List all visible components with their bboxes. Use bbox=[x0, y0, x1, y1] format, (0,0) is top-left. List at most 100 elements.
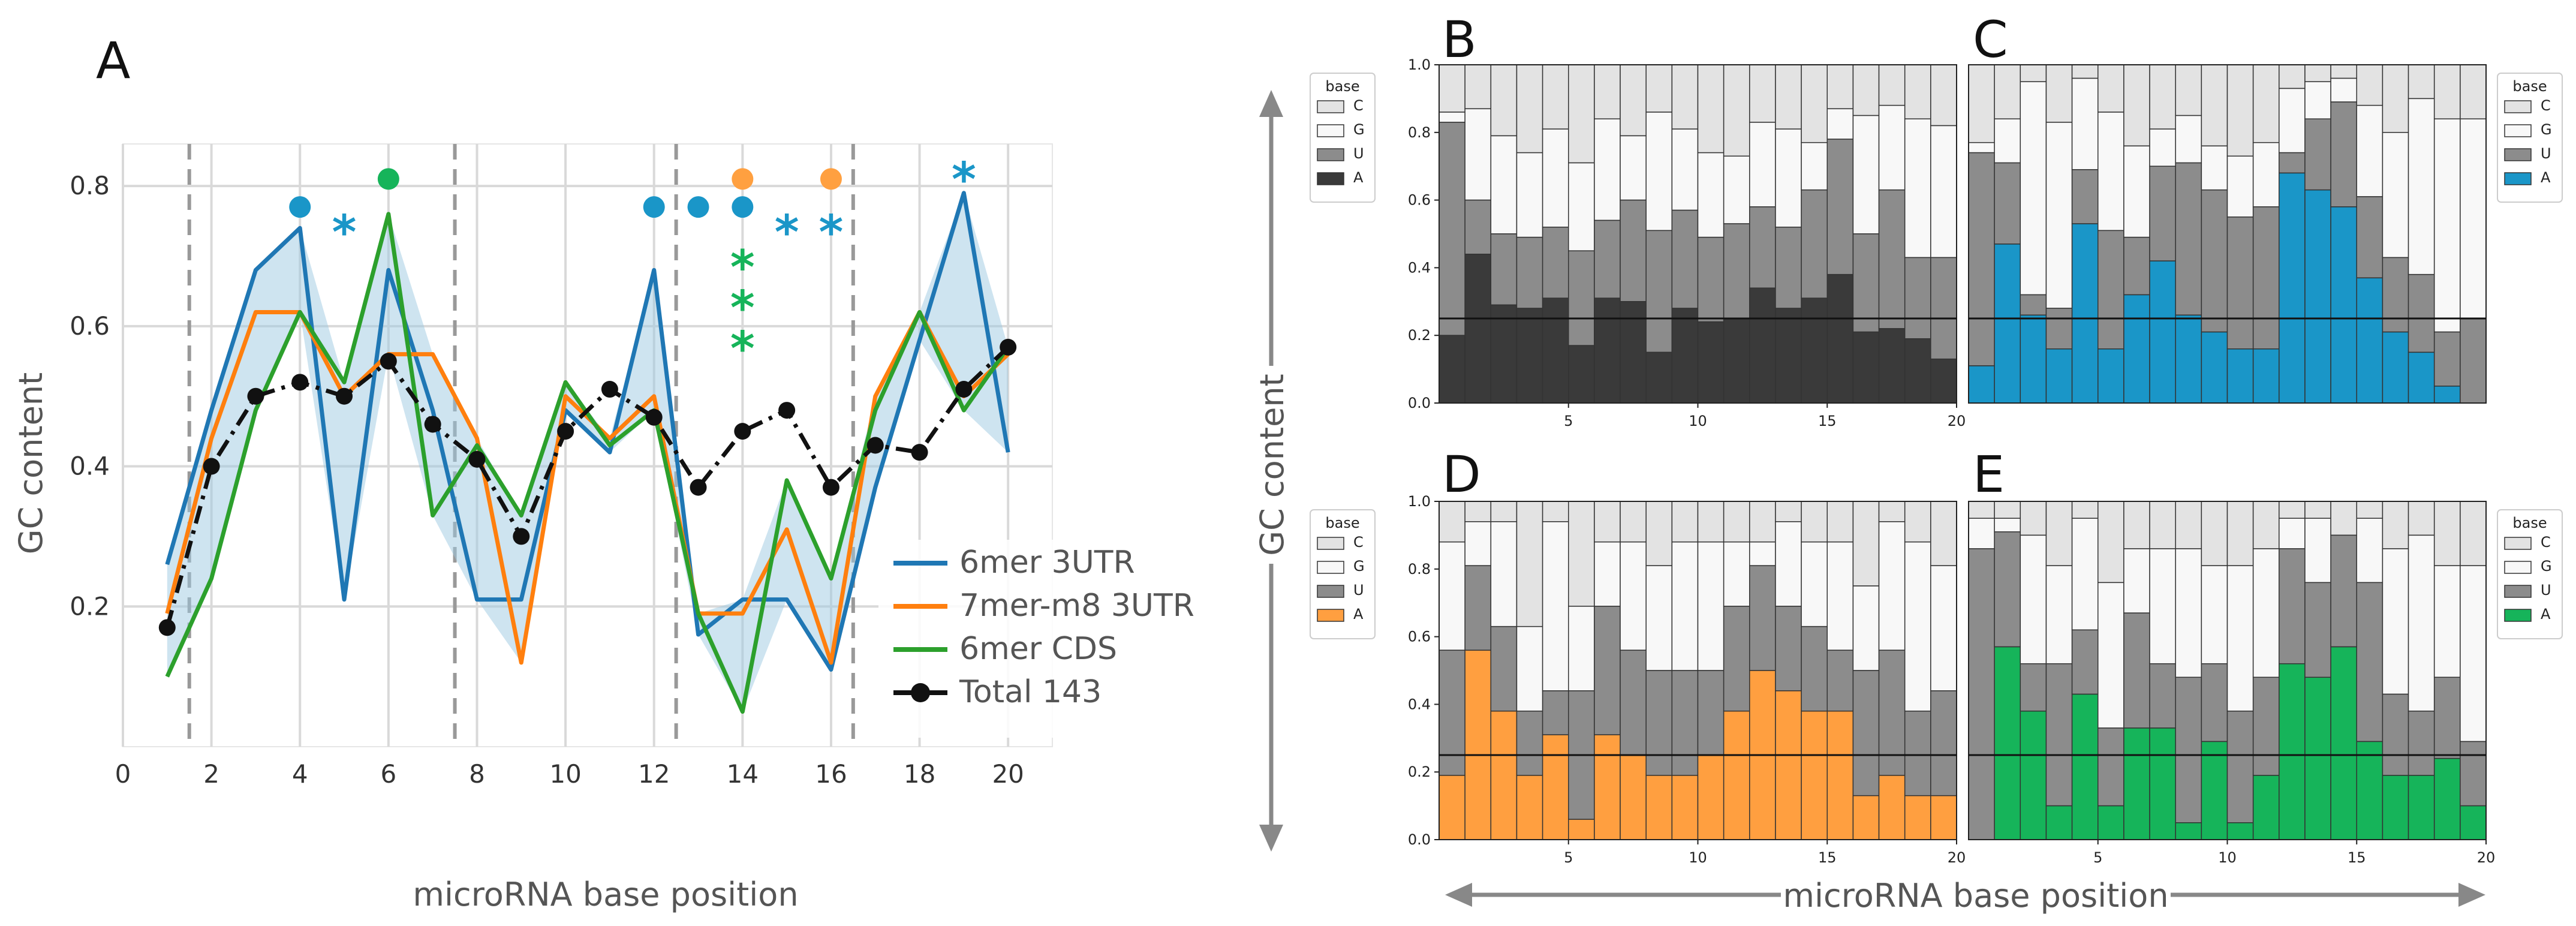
bar-segment-u bbox=[1826, 650, 1854, 712]
panel-a-x-tick-label: 4 bbox=[292, 759, 308, 789]
bar-segment-g bbox=[2356, 104, 2384, 197]
bar-segment-g bbox=[1568, 162, 1595, 251]
y-tick-label: 0.8 bbox=[1408, 124, 1431, 141]
bar-segment-u bbox=[1542, 690, 1569, 735]
total-143-point bbox=[911, 444, 928, 461]
bar-segment-u bbox=[2252, 206, 2280, 350]
vertical-arrow-head-up bbox=[1259, 90, 1283, 117]
bar-segment-c bbox=[1516, 64, 1543, 154]
bar-segment-u bbox=[2201, 189, 2228, 333]
bar-segment-c bbox=[2045, 64, 2073, 123]
bar-segment-c bbox=[1775, 64, 1802, 130]
bar-segment-c bbox=[2433, 64, 2461, 119]
bar-segment-c bbox=[2020, 64, 2047, 82]
bar-segment-a bbox=[1594, 297, 1621, 404]
base-legend-title: base bbox=[1325, 78, 1359, 95]
bar-segment-u bbox=[2020, 663, 2047, 712]
bar-segment-a bbox=[2304, 677, 2331, 840]
y-tick-label: 0.2 bbox=[1408, 763, 1431, 780]
bar-segment-a bbox=[1878, 775, 1906, 840]
bar-segment-c bbox=[1904, 64, 1931, 119]
bar-segment-g bbox=[1994, 118, 2021, 164]
bar-segment-c bbox=[1439, 501, 1465, 543]
base-legend-swatch bbox=[1317, 561, 1344, 574]
bar-segment-c bbox=[2201, 501, 2228, 566]
bar-segment-u bbox=[2097, 727, 2124, 807]
bar-segment-a bbox=[2097, 348, 2124, 404]
bar-segment-c bbox=[2252, 501, 2280, 549]
x-tick-label: 10 bbox=[2218, 849, 2237, 866]
bar-segment-g bbox=[2382, 548, 2409, 695]
significance-star-6mer-cds: * bbox=[730, 241, 755, 295]
bar-segment-c bbox=[1852, 501, 1880, 587]
bar-segment-a bbox=[1826, 710, 1854, 840]
significance-dot-7mer-m8 bbox=[732, 168, 754, 190]
bar-segment-u bbox=[1968, 548, 1995, 840]
bar-segment-g bbox=[2252, 548, 2280, 678]
bar-segment-g bbox=[1464, 521, 1492, 566]
x-tick-label: 20 bbox=[1948, 849, 1966, 866]
bar-segment-g bbox=[2201, 565, 2228, 665]
bar-segment-a bbox=[2175, 822, 2202, 840]
x-tick-label: 5 bbox=[2093, 849, 2102, 866]
bar-segment-a bbox=[2330, 206, 2358, 404]
base-legend-swatch bbox=[2504, 148, 2532, 161]
bar-segment-a bbox=[2201, 331, 2228, 404]
bar-segment-g bbox=[1697, 541, 1725, 671]
bar-segment-c bbox=[1994, 64, 2021, 119]
horizontal-label-bg bbox=[1781, 873, 2171, 918]
bar-segment-a bbox=[2045, 348, 2073, 404]
total-143-point bbox=[866, 437, 884, 454]
bar-segment-g bbox=[1516, 626, 1543, 712]
bar-segment-a bbox=[2433, 757, 2461, 840]
bar-segment-g bbox=[2123, 145, 2150, 238]
bar-segment-a bbox=[1568, 345, 1595, 404]
bar-segment-u bbox=[1749, 565, 1776, 671]
bar-segment-g bbox=[2071, 77, 2099, 170]
base-legend-label: U bbox=[1353, 582, 1364, 599]
bar-segment-a bbox=[2149, 727, 2176, 840]
bar-segment-a bbox=[1904, 795, 1931, 840]
significance-star-6mer-3utr: * bbox=[775, 206, 799, 260]
bar-segment-g bbox=[2460, 565, 2487, 742]
legend-label: 6mer 3UTR bbox=[959, 545, 1135, 581]
bar-segment-u bbox=[2226, 710, 2254, 823]
bar-segment-u bbox=[1904, 257, 1931, 339]
bar-segment-g bbox=[2175, 115, 2202, 164]
panel-a-x-tick-label: 20 bbox=[992, 759, 1024, 789]
panel-a-x-tick-label: 6 bbox=[380, 759, 396, 789]
bar-segment-a bbox=[2123, 294, 2150, 404]
bar-segment-a bbox=[1801, 710, 1828, 840]
panel-frame bbox=[1968, 64, 2487, 404]
panel-a-x-tick-label: 18 bbox=[904, 759, 935, 789]
panel-a-x-tick-label: 16 bbox=[815, 759, 847, 789]
y-tick-label: 0.4 bbox=[1408, 696, 1431, 712]
bar-segment-c bbox=[2175, 501, 2202, 549]
bar-segment-u bbox=[1568, 250, 1595, 346]
panel-a-legend-box bbox=[878, 540, 1220, 738]
bar-segment-u bbox=[2356, 582, 2384, 742]
bar-segment-g bbox=[1994, 518, 2021, 533]
bar-segment-g bbox=[1723, 155, 1750, 224]
panel-label-b: B bbox=[1442, 10, 1477, 69]
vertical-label-bg bbox=[1247, 366, 1295, 564]
base-legend-swatch bbox=[2504, 172, 2532, 185]
bar-segment-g bbox=[1620, 135, 1647, 201]
bar-segment-u bbox=[1749, 206, 1776, 288]
significance-dot-6mer-3utr bbox=[732, 196, 754, 218]
bar-segment-a bbox=[2408, 351, 2435, 404]
bar-segment-g bbox=[2304, 81, 2331, 119]
bar-segment-a bbox=[1852, 795, 1880, 840]
base-legend-label: A bbox=[2541, 169, 2551, 186]
bar-segment-u bbox=[1994, 531, 2021, 648]
base-legend-swatch bbox=[1317, 148, 1344, 161]
bar-segment-c bbox=[1568, 64, 1595, 164]
bar-segment-g bbox=[2382, 132, 2409, 258]
bar-segment-a bbox=[1516, 308, 1543, 404]
bar-segment-u bbox=[2356, 196, 2384, 279]
bar-segment-u bbox=[1516, 236, 1543, 309]
bar-segment-g bbox=[1594, 118, 1621, 221]
bar-segment-a bbox=[1904, 338, 1931, 404]
bar-segment-a bbox=[1749, 287, 1776, 404]
